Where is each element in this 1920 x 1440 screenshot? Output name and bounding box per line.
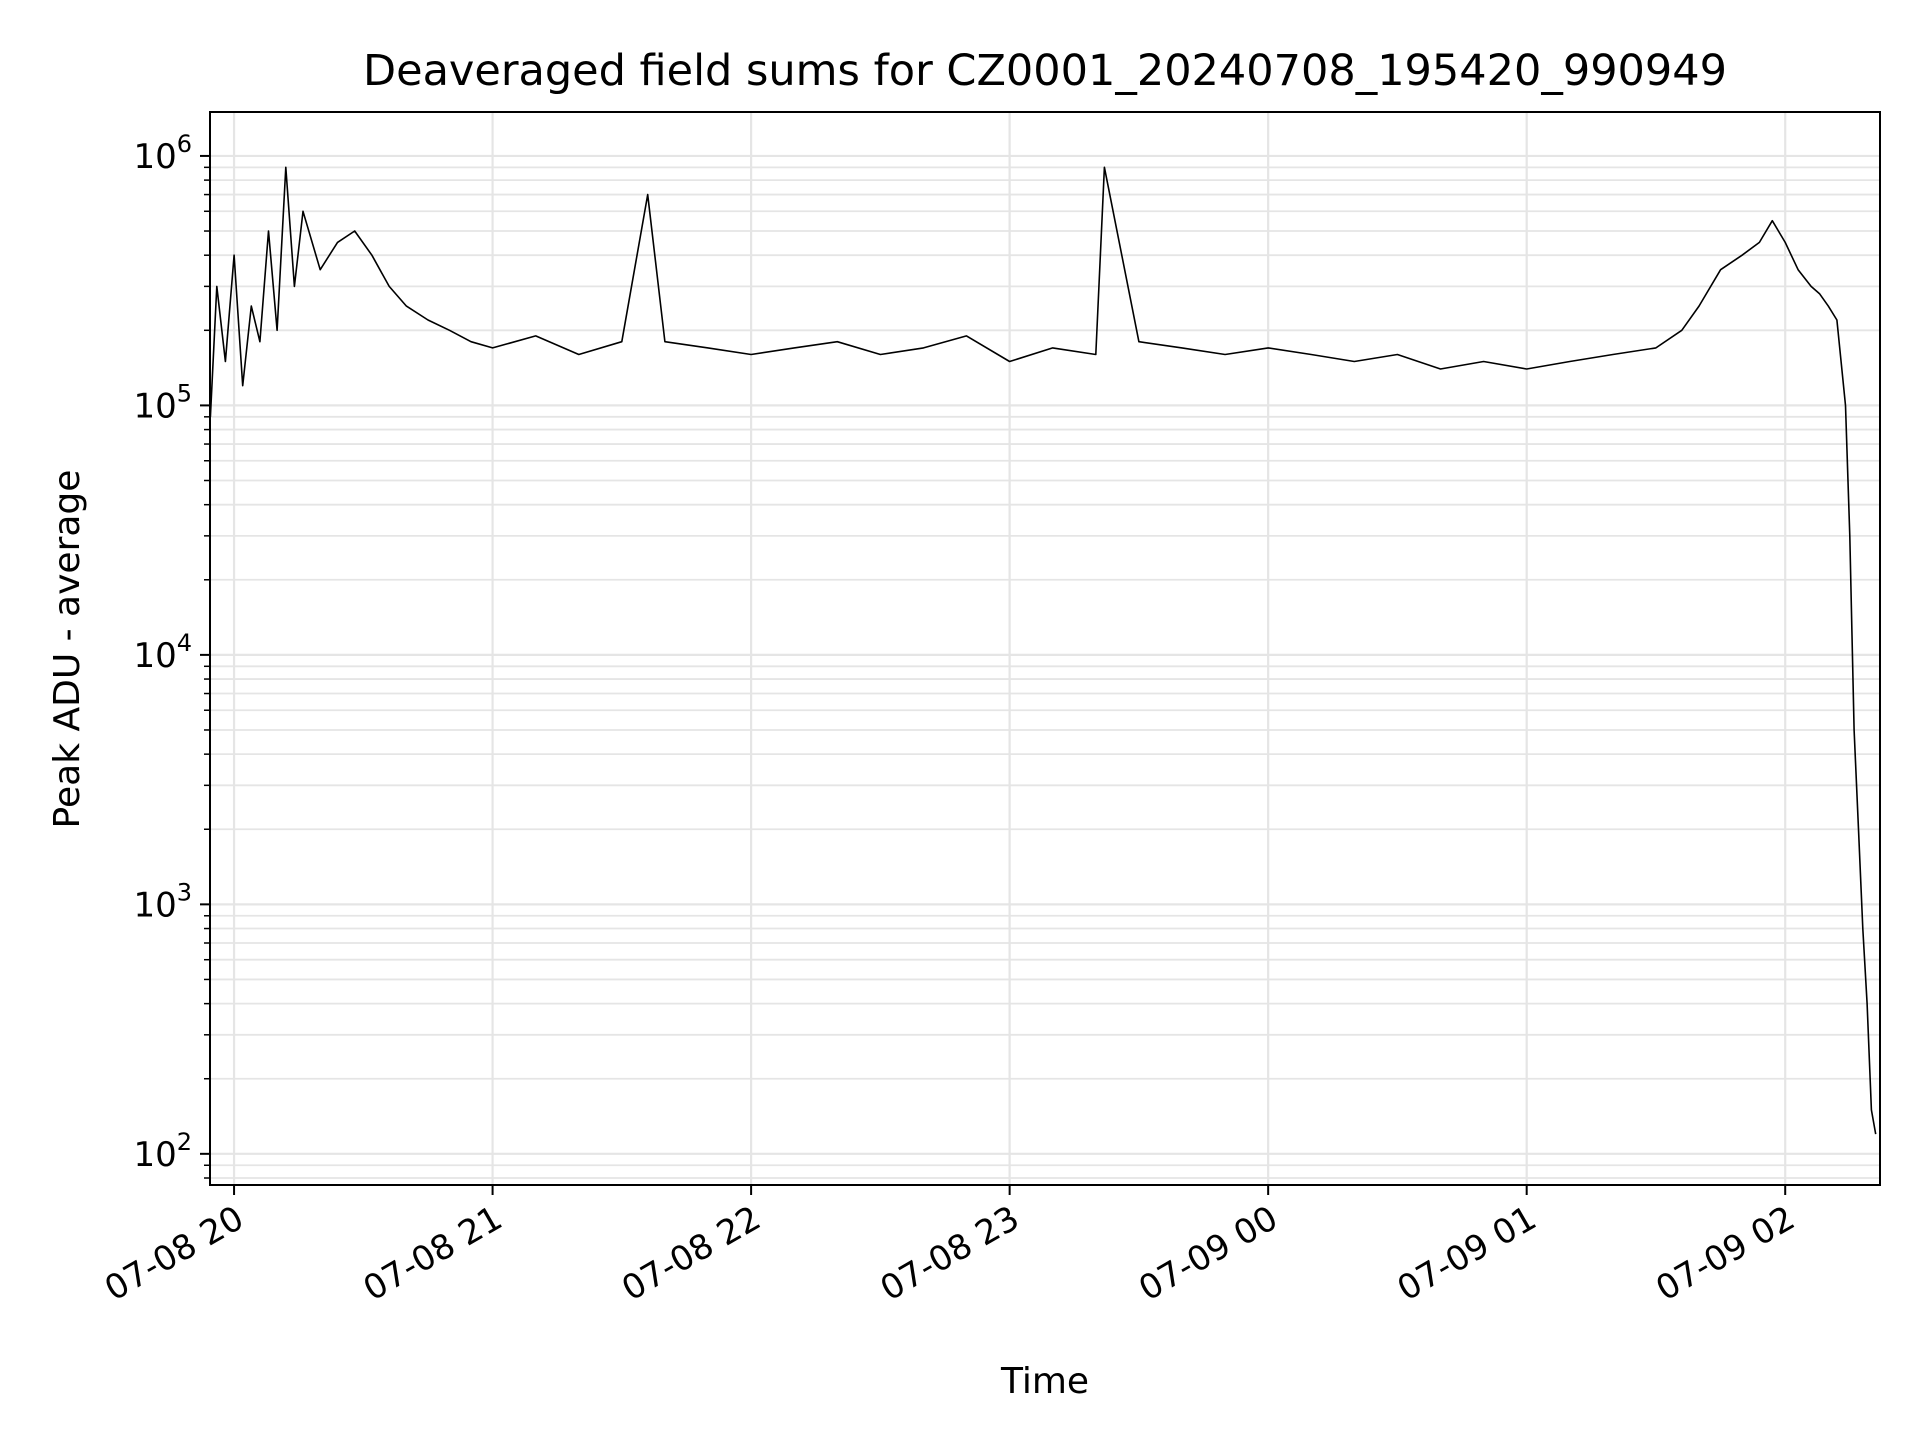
x-tick-label: 07-09 02 (1649, 1198, 1801, 1309)
y-axis-label: Peak ADU - average (47, 470, 88, 829)
x-tick-label: 07-09 00 (1132, 1198, 1284, 1309)
y-tick-label: 106 (133, 130, 192, 177)
series-line (209, 166, 1877, 1135)
y-tick-label: 104 (133, 629, 192, 676)
x-tick-label: 07-08 20 (98, 1198, 250, 1309)
x-tick-label: 07-08 23 (874, 1198, 1026, 1309)
x-tick-label: 07-08 21 (357, 1198, 509, 1309)
x-axis-label: Time (1000, 1361, 1089, 1402)
y-tick-label: 105 (133, 379, 192, 426)
x-tick-label: 07-09 01 (1391, 1198, 1543, 1309)
series-layer (209, 166, 1877, 1135)
grid (210, 112, 1880, 1185)
x-tick-label: 07-08 22 (615, 1198, 767, 1309)
plot-frame (209, 111, 1881, 1186)
chart-title: Deaveraged field sums for CZ0001_2024070… (363, 46, 1727, 96)
y-tick-label: 103 (133, 878, 192, 925)
x-axis: 07-08 20 07-08 21 07-08 22 07-08 23 07-09 00… (98, 1185, 1802, 1309)
y-tick-label: 102 (133, 1128, 192, 1175)
y-axis: 102 103 104 105 106 (133, 130, 210, 1179)
